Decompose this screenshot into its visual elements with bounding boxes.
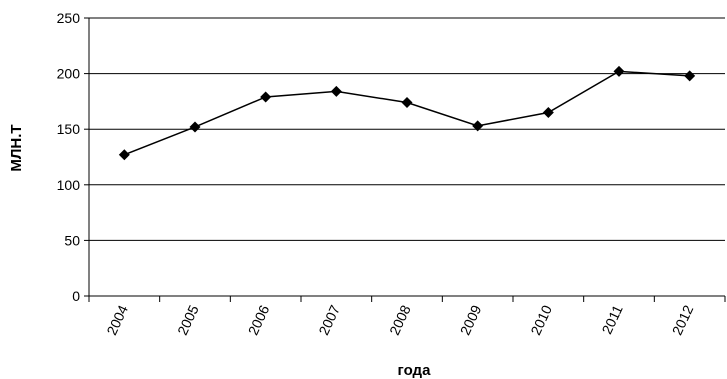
data-point-diamond xyxy=(472,120,484,132)
x-tick-label: 2012 xyxy=(669,302,697,337)
data-point-diamond xyxy=(684,70,696,82)
y-tick-label: 250 xyxy=(57,10,81,26)
x-tick-label: 2004 xyxy=(103,302,131,337)
y-tick-label: 0 xyxy=(72,288,80,304)
y-tick-labels: 0 50 100 150 200 250 xyxy=(57,10,81,304)
data-point-diamond xyxy=(330,85,342,97)
gridlines xyxy=(89,17,725,297)
data-point-diamond xyxy=(260,91,272,103)
axes xyxy=(84,17,726,302)
x-tick-label: 2009 xyxy=(457,302,485,337)
x-tick-label: 2010 xyxy=(527,302,555,337)
y-tick-label: 50 xyxy=(64,232,80,248)
data-point-diamond xyxy=(118,149,130,161)
x-tick-labels: 2004 2005 2006 2007 2008 2009 2010 2011 2012 xyxy=(103,302,696,337)
x-tick-label: 2007 xyxy=(315,302,343,337)
x-tick-label: 2011 xyxy=(598,302,625,336)
series xyxy=(118,65,696,161)
y-tick-label: 150 xyxy=(57,121,81,137)
series-line xyxy=(124,70,690,156)
x-tick-label: 2008 xyxy=(386,302,414,337)
x-tick-label: 2006 xyxy=(245,302,273,337)
data-point-diamond xyxy=(189,121,201,133)
x-axis-title: года xyxy=(398,362,432,379)
y-axis-title: МЛН.Т xyxy=(8,124,25,171)
data-point-diamond xyxy=(613,65,625,77)
y-tick-label: 100 xyxy=(57,177,81,193)
data-point-diamond xyxy=(542,107,554,119)
y-tick-label: 200 xyxy=(57,66,81,82)
data-point-diamond xyxy=(401,97,413,109)
x-tick-label: 2005 xyxy=(174,302,202,337)
